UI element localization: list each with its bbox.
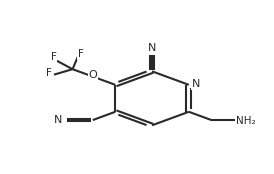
Text: F: F [51,52,56,62]
Text: NH₂: NH₂ [236,116,256,126]
Text: N: N [148,43,156,53]
Text: N: N [192,79,201,89]
Text: O: O [89,70,97,80]
Text: F: F [45,68,52,78]
Text: F: F [78,49,84,59]
Text: N: N [53,115,62,125]
